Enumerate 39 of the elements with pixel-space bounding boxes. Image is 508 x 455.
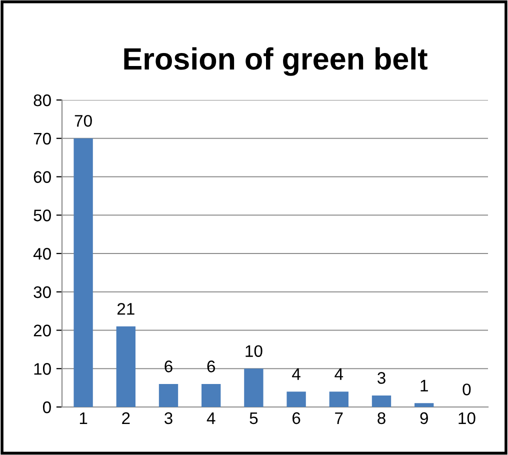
bar	[372, 395, 392, 407]
x-tick-label: 9	[420, 412, 428, 424]
y-tick-label: 10	[34, 363, 51, 375]
y-tick-label: 0	[42, 401, 51, 414]
x-tick-label: 2	[122, 412, 130, 424]
data-label: 6	[207, 360, 215, 372]
y-tick-label: 60	[34, 171, 51, 183]
chart-title: Erosion of green belt	[124, 47, 428, 76]
y-tick-label: 30	[34, 286, 51, 298]
data-label: 10	[246, 345, 262, 357]
data-label: 4	[334, 368, 344, 380]
data-label: 70	[74, 114, 92, 127]
data-label: 6	[164, 360, 172, 372]
x-tick-label: 7	[335, 412, 343, 424]
bar	[414, 403, 434, 407]
x-tick-label: 8	[378, 412, 386, 424]
y-tick-label: 80	[34, 94, 51, 106]
data-label: 0	[462, 384, 471, 396]
x-tick-label: 3	[164, 412, 172, 424]
x-tick-label: 6	[292, 412, 300, 424]
x-tick-label: 1	[80, 412, 88, 424]
x-tick-label: 10	[458, 412, 476, 424]
bar	[202, 384, 221, 407]
y-tick-label: 70	[34, 132, 51, 145]
bar	[244, 368, 264, 407]
data-label: 3	[378, 372, 386, 384]
y-tick-label: 40	[33, 248, 51, 260]
x-tick-label: 4	[206, 412, 216, 424]
x-tick-label: 5	[250, 412, 258, 424]
data-label: 21	[117, 302, 134, 315]
bar	[158, 384, 178, 407]
bar	[329, 392, 348, 407]
bar	[286, 392, 306, 407]
bar	[116, 326, 136, 407]
bar	[74, 138, 93, 407]
data-label: 1	[420, 380, 428, 392]
y-tick-label: 50	[34, 210, 51, 222]
y-tick-label: 20	[34, 324, 51, 336]
data-label: 4	[292, 368, 300, 380]
